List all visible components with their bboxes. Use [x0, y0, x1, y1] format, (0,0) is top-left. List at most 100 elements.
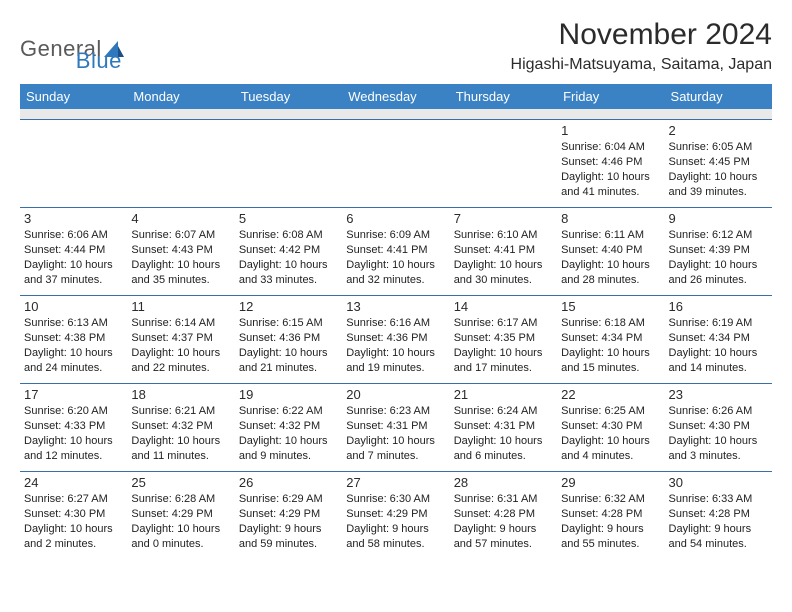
daylight-line: Daylight: 9 hours and 58 minutes.: [346, 522, 445, 552]
calendar-table: Sunday Monday Tuesday Wednesday Thursday…: [20, 84, 772, 559]
calendar-cell: 30Sunrise: 6:33 AMSunset: 4:28 PMDayligh…: [665, 471, 772, 559]
sunset-line: Sunset: 4:45 PM: [669, 155, 768, 170]
sunrise-line: Sunrise: 6:17 AM: [454, 316, 553, 331]
calendar-cell: 17Sunrise: 6:20 AMSunset: 4:33 PMDayligh…: [20, 383, 127, 471]
daylight-line: Daylight: 9 hours and 59 minutes.: [239, 522, 338, 552]
calendar-cell: 21Sunrise: 6:24 AMSunset: 4:31 PMDayligh…: [450, 383, 557, 471]
sunrise-line: Sunrise: 6:12 AM: [669, 228, 768, 243]
sunrise-line: Sunrise: 6:19 AM: [669, 316, 768, 331]
dayhead-monday: Monday: [127, 84, 234, 109]
daylight-line: Daylight: 9 hours and 54 minutes.: [669, 522, 768, 552]
day-number: 1: [561, 122, 660, 140]
day-number: 21: [454, 386, 553, 404]
day-number: 6: [346, 210, 445, 228]
daylight-line: Daylight: 10 hours and 4 minutes.: [561, 434, 660, 464]
sunset-line: Sunset: 4:36 PM: [346, 331, 445, 346]
sunrise-line: Sunrise: 6:30 AM: [346, 492, 445, 507]
day-number: 5: [239, 210, 338, 228]
sunset-line: Sunset: 4:46 PM: [561, 155, 660, 170]
day-number: 24: [24, 474, 123, 492]
sunset-line: Sunset: 4:29 PM: [239, 507, 338, 522]
sunset-line: Sunset: 4:43 PM: [131, 243, 230, 258]
sunrise-line: Sunrise: 6:21 AM: [131, 404, 230, 419]
dayhead-friday: Friday: [557, 84, 664, 109]
daylight-line: Daylight: 10 hours and 7 minutes.: [346, 434, 445, 464]
sunrise-line: Sunrise: 6:20 AM: [24, 404, 123, 419]
calendar-cell: 19Sunrise: 6:22 AMSunset: 4:32 PMDayligh…: [235, 383, 342, 471]
calendar-cell: 12Sunrise: 6:15 AMSunset: 4:36 PMDayligh…: [235, 295, 342, 383]
sunset-line: Sunset: 4:29 PM: [131, 507, 230, 522]
day-number: 3: [24, 210, 123, 228]
spacer-row: [20, 109, 772, 119]
dayhead-wednesday: Wednesday: [342, 84, 449, 109]
calendar-cell: [235, 119, 342, 207]
sunset-line: Sunset: 4:41 PM: [346, 243, 445, 258]
calendar-cell: 2Sunrise: 6:05 AMSunset: 4:45 PMDaylight…: [665, 119, 772, 207]
calendar-cell: 4Sunrise: 6:07 AMSunset: 4:43 PMDaylight…: [127, 207, 234, 295]
logo-word-blue: Blue: [76, 48, 122, 74]
sunrise-line: Sunrise: 6:15 AM: [239, 316, 338, 331]
daylight-line: Daylight: 10 hours and 19 minutes.: [346, 346, 445, 376]
calendar-week-row: 1Sunrise: 6:04 AMSunset: 4:46 PMDaylight…: [20, 119, 772, 207]
daylight-line: Daylight: 10 hours and 24 minutes.: [24, 346, 123, 376]
day-number: 25: [131, 474, 230, 492]
calendar-cell: 7Sunrise: 6:10 AMSunset: 4:41 PMDaylight…: [450, 207, 557, 295]
calendar-cell: 24Sunrise: 6:27 AMSunset: 4:30 PMDayligh…: [20, 471, 127, 559]
sunset-line: Sunset: 4:44 PM: [24, 243, 123, 258]
sunrise-line: Sunrise: 6:22 AM: [239, 404, 338, 419]
sunset-line: Sunset: 4:31 PM: [346, 419, 445, 434]
sunrise-line: Sunrise: 6:10 AM: [454, 228, 553, 243]
sunset-line: Sunset: 4:41 PM: [454, 243, 553, 258]
daylight-line: Daylight: 10 hours and 26 minutes.: [669, 258, 768, 288]
daylight-line: Daylight: 10 hours and 0 minutes.: [131, 522, 230, 552]
day-number: 23: [669, 386, 768, 404]
sunrise-line: Sunrise: 6:07 AM: [131, 228, 230, 243]
logo: General Blue: [20, 18, 122, 74]
sunset-line: Sunset: 4:28 PM: [561, 507, 660, 522]
calendar-cell: 14Sunrise: 6:17 AMSunset: 4:35 PMDayligh…: [450, 295, 557, 383]
daylight-line: Daylight: 10 hours and 28 minutes.: [561, 258, 660, 288]
daylight-line: Daylight: 10 hours and 35 minutes.: [131, 258, 230, 288]
sunset-line: Sunset: 4:28 PM: [454, 507, 553, 522]
day-number: 9: [669, 210, 768, 228]
calendar-cell: 9Sunrise: 6:12 AMSunset: 4:39 PMDaylight…: [665, 207, 772, 295]
calendar-cell: [342, 119, 449, 207]
dayhead-sunday: Sunday: [20, 84, 127, 109]
calendar-cell: [450, 119, 557, 207]
sunrise-line: Sunrise: 6:09 AM: [346, 228, 445, 243]
daylight-line: Daylight: 10 hours and 6 minutes.: [454, 434, 553, 464]
day-number: 12: [239, 298, 338, 316]
sunset-line: Sunset: 4:42 PM: [239, 243, 338, 258]
daylight-line: Daylight: 10 hours and 17 minutes.: [454, 346, 553, 376]
day-number: 11: [131, 298, 230, 316]
day-number: 2: [669, 122, 768, 140]
sunrise-line: Sunrise: 6:33 AM: [669, 492, 768, 507]
day-number: 29: [561, 474, 660, 492]
daylight-line: Daylight: 10 hours and 12 minutes.: [24, 434, 123, 464]
sunset-line: Sunset: 4:28 PM: [669, 507, 768, 522]
daylight-line: Daylight: 10 hours and 37 minutes.: [24, 258, 123, 288]
calendar-header-row: Sunday Monday Tuesday Wednesday Thursday…: [20, 84, 772, 109]
calendar-cell: 28Sunrise: 6:31 AMSunset: 4:28 PMDayligh…: [450, 471, 557, 559]
daylight-line: Daylight: 10 hours and 3 minutes.: [669, 434, 768, 464]
sunset-line: Sunset: 4:32 PM: [131, 419, 230, 434]
day-number: 4: [131, 210, 230, 228]
sunset-line: Sunset: 4:39 PM: [669, 243, 768, 258]
sunrise-line: Sunrise: 6:27 AM: [24, 492, 123, 507]
day-number: 28: [454, 474, 553, 492]
calendar-cell: [127, 119, 234, 207]
calendar-cell: 20Sunrise: 6:23 AMSunset: 4:31 PMDayligh…: [342, 383, 449, 471]
day-number: 20: [346, 386, 445, 404]
day-number: 13: [346, 298, 445, 316]
calendar-week-row: 24Sunrise: 6:27 AMSunset: 4:30 PMDayligh…: [20, 471, 772, 559]
sunset-line: Sunset: 4:34 PM: [669, 331, 768, 346]
daylight-line: Daylight: 10 hours and 11 minutes.: [131, 434, 230, 464]
calendar-week-row: 10Sunrise: 6:13 AMSunset: 4:38 PMDayligh…: [20, 295, 772, 383]
daylight-line: Daylight: 10 hours and 30 minutes.: [454, 258, 553, 288]
sunrise-line: Sunrise: 6:13 AM: [24, 316, 123, 331]
sunset-line: Sunset: 4:35 PM: [454, 331, 553, 346]
calendar-week-row: 3Sunrise: 6:06 AMSunset: 4:44 PMDaylight…: [20, 207, 772, 295]
daylight-line: Daylight: 10 hours and 15 minutes.: [561, 346, 660, 376]
calendar-cell: 25Sunrise: 6:28 AMSunset: 4:29 PMDayligh…: [127, 471, 234, 559]
day-number: 18: [131, 386, 230, 404]
